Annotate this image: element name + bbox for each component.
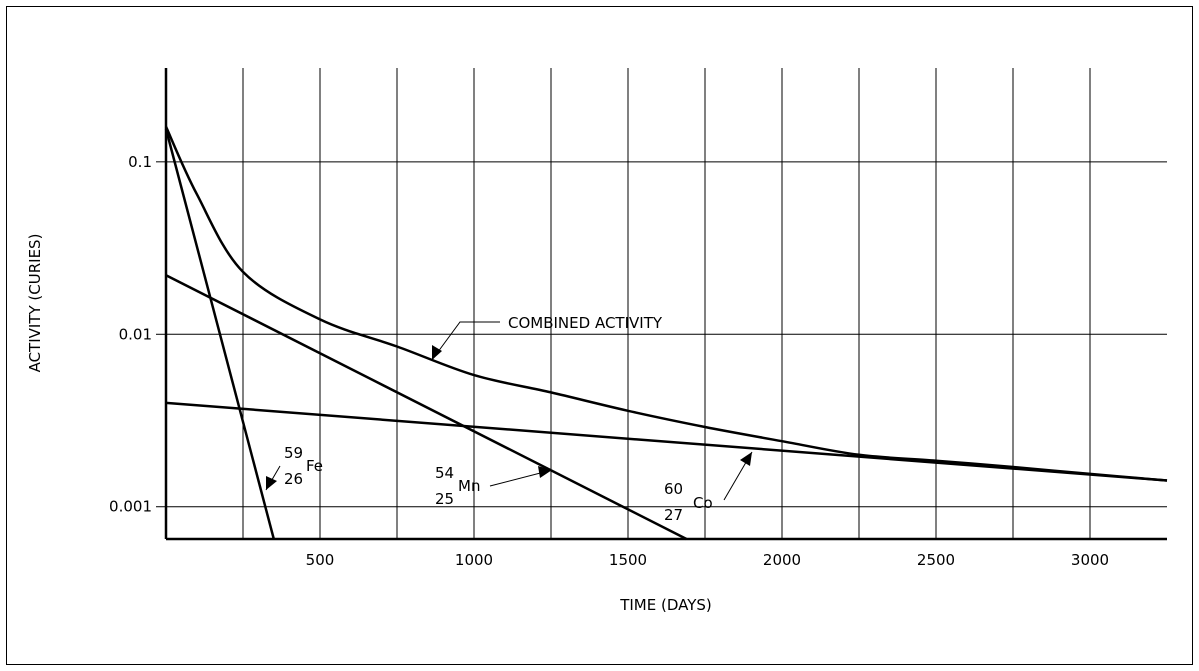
co-symbol: Co (693, 494, 713, 512)
x-tick-label: 2500 (917, 551, 955, 569)
x-axis-label: TIME (DAYS) (619, 596, 712, 614)
series-line-co60 (165, 401, 1168, 482)
y-tick-label: 0.001 (109, 498, 152, 516)
fe-symbol: Fe (306, 457, 323, 475)
combined-activity-label: COMBINED ACTIVITY (508, 314, 663, 332)
combined-leader (431, 321, 500, 361)
annotations: TIME (DAYS) ACTIVITY (CURIES) COMBINED A… (26, 234, 753, 614)
mn-mass-number: 54 (435, 464, 454, 482)
fe-arrowhead (266, 476, 277, 490)
series-layer (164, 126, 1168, 541)
x-tick-label: 2000 (763, 551, 801, 569)
mn-atomic-number: 25 (435, 490, 454, 508)
axis-layer (164, 68, 1167, 541)
mn-arrowhead (538, 466, 552, 478)
series-line-fe59 (164, 128, 276, 540)
fe-atomic-number: 26 (284, 470, 303, 488)
x-tick-label: 1500 (609, 551, 647, 569)
y-tick-label: 0.01 (119, 325, 152, 343)
x-tick-label: 1000 (455, 551, 493, 569)
y-axis-label: ACTIVITY (CURIES) (26, 234, 44, 373)
co-atomic-number: 27 (664, 506, 683, 524)
co-mass-number: 60 (664, 480, 683, 498)
figure-frame (6, 6, 1193, 665)
x-tick-label: 3000 (1071, 551, 1109, 569)
fe-mass-number: 59 (284, 444, 303, 462)
co-arrowhead (740, 452, 752, 466)
x-tick-label: 500 (306, 551, 335, 569)
series-line-combined (164, 126, 1168, 482)
combined-arrowhead (432, 345, 442, 360)
y-tick-label: 0.1 (128, 153, 152, 171)
tick-labels: 500 1000 1500 2000 2500 3000 0.1 0.01 0.001 (109, 153, 1109, 569)
mn-symbol: Mn (458, 477, 480, 495)
series-line-mn54 (165, 274, 688, 541)
